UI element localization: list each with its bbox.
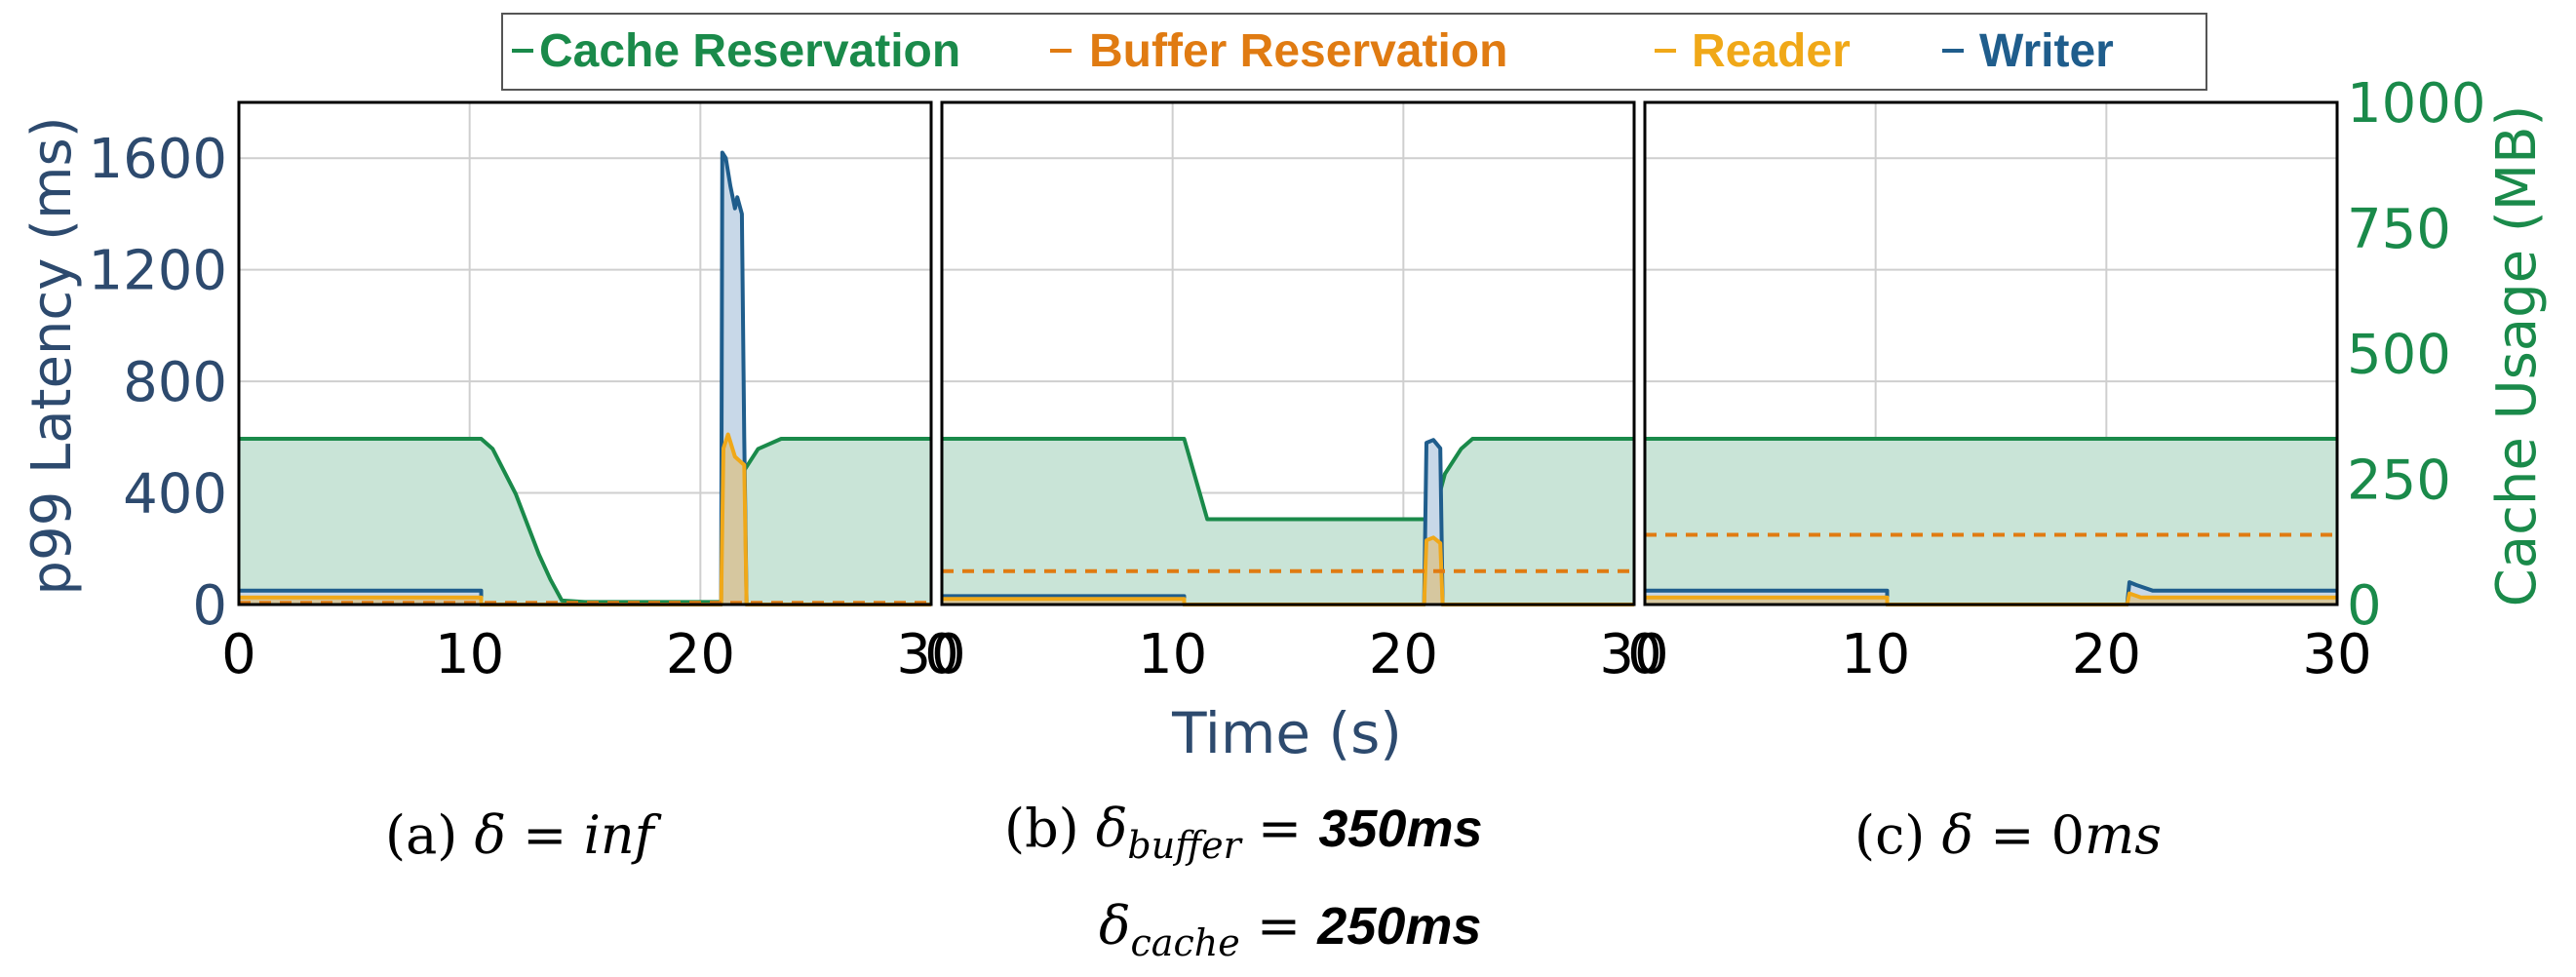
caption-b-value-buffer: 350ms: [1318, 800, 1483, 858]
y-left-tick-label: 800: [123, 351, 227, 414]
x-tick-label: 0: [924, 623, 959, 686]
legend-item-writer: Writer: [1942, 25, 2114, 77]
x-tick-label: 30: [2302, 623, 2371, 686]
caption-b-delta-buffer: δ: [1095, 798, 1128, 859]
panel-b: 0 10 20 30: [924, 100, 1669, 686]
series-reader-line: [239, 432, 931, 606]
legend-item-buffer: Buffer Reservation: [1050, 25, 1507, 77]
legend-label-buffer: Buffer Reservation: [1089, 25, 1507, 77]
y-left-tick-label: 1200: [88, 240, 227, 303]
caption-a: (a) δ = inf: [385, 804, 654, 866]
caption-c-prefix: (c): [1854, 804, 1942, 866]
y-left-tick-label: 1600: [88, 128, 227, 191]
caption-b-eq-buffer: =: [1240, 798, 1319, 859]
x-tick-label: 10: [1841, 623, 1910, 686]
caption-c-eq: =: [1973, 804, 2051, 866]
caption-a-value: inf: [583, 804, 654, 866]
caption-c-value-num: 0: [2050, 804, 2085, 866]
caption-b-sub-buffer: buffer: [1127, 823, 1241, 867]
series-reader-area: [1645, 593, 2337, 605]
panel-c-frame: [1643, 100, 2339, 606]
series-cache-area: [1645, 439, 2337, 605]
panel-a-frame: [237, 100, 933, 606]
caption-c: (c) δ = 0ms: [1854, 804, 2162, 866]
x-tick-label: 0: [1627, 623, 1662, 686]
caption-b-delta-cache: δ: [1099, 895, 1131, 957]
panel-b-frame: [940, 100, 1636, 606]
y-left-tick-label: 0: [192, 574, 227, 638]
legend: Cache Reservation Buffer Reservation Rea…: [501, 13, 2207, 91]
x-tick-label: 0: [221, 623, 256, 686]
x-tick-label: 10: [435, 623, 504, 686]
caption-b-eq-cache: =: [1239, 895, 1318, 957]
legend-label-cache: Cache Reservation: [539, 25, 960, 77]
x-tick-label: 20: [2072, 623, 2141, 686]
y-axis-right-label: Cache Usage (MB): [2485, 105, 2549, 607]
y-right-tick-label: 250: [2347, 449, 2451, 512]
x-tick-label: 10: [1138, 623, 1207, 686]
caption-a-prefix: (a): [385, 804, 475, 866]
caption-b-value-cache: 250ms: [1317, 897, 1482, 956]
caption-b-sub-cache: cache: [1130, 920, 1240, 964]
series-cache-area: [239, 439, 931, 605]
legend-label-reader: Reader: [1692, 25, 1851, 77]
panel-c: 0 10 20 30: [1627, 100, 2372, 686]
x-tick-label: 20: [666, 623, 735, 686]
y-right-tick-label: 750: [2347, 198, 2451, 261]
y-left-tick-label: 400: [123, 463, 227, 527]
caption-b-prefix: (b): [1004, 798, 1096, 859]
caption-a-eq: =: [506, 804, 584, 866]
y-right-tick-label: 0: [2347, 574, 2382, 638]
series-cache-line: [239, 437, 931, 605]
x-tick-label: 30: [1599, 623, 1668, 686]
y-axis-left-label: p99 Latency (ms): [20, 116, 84, 595]
y-right-tick-label: 1000: [2347, 72, 2486, 136]
x-axis-label: Time (s): [1171, 700, 1402, 766]
y-right-tick-label: 500: [2347, 324, 2451, 387]
caption-b-line2: δcache = 250ms: [1099, 895, 1481, 964]
caption-c-value-unit: ms: [2085, 804, 2162, 866]
legend-item-reader: Reader: [1655, 25, 1851, 77]
legend-frame: [501, 13, 2207, 91]
series-cache-area: [942, 439, 1634, 605]
caption-a-delta: δ: [474, 804, 507, 866]
series-reader-line: [942, 535, 1634, 606]
caption-b-line1: (b) δbuffer = 350ms: [1004, 798, 1483, 867]
legend-item-cache: Cache Reservation: [512, 25, 960, 77]
x-tick-label: 20: [1369, 623, 1438, 686]
caption-c-delta: δ: [1941, 804, 1974, 866]
x-tick-label: 30: [896, 623, 965, 686]
legend-label-writer: Writer: [1979, 25, 2114, 77]
